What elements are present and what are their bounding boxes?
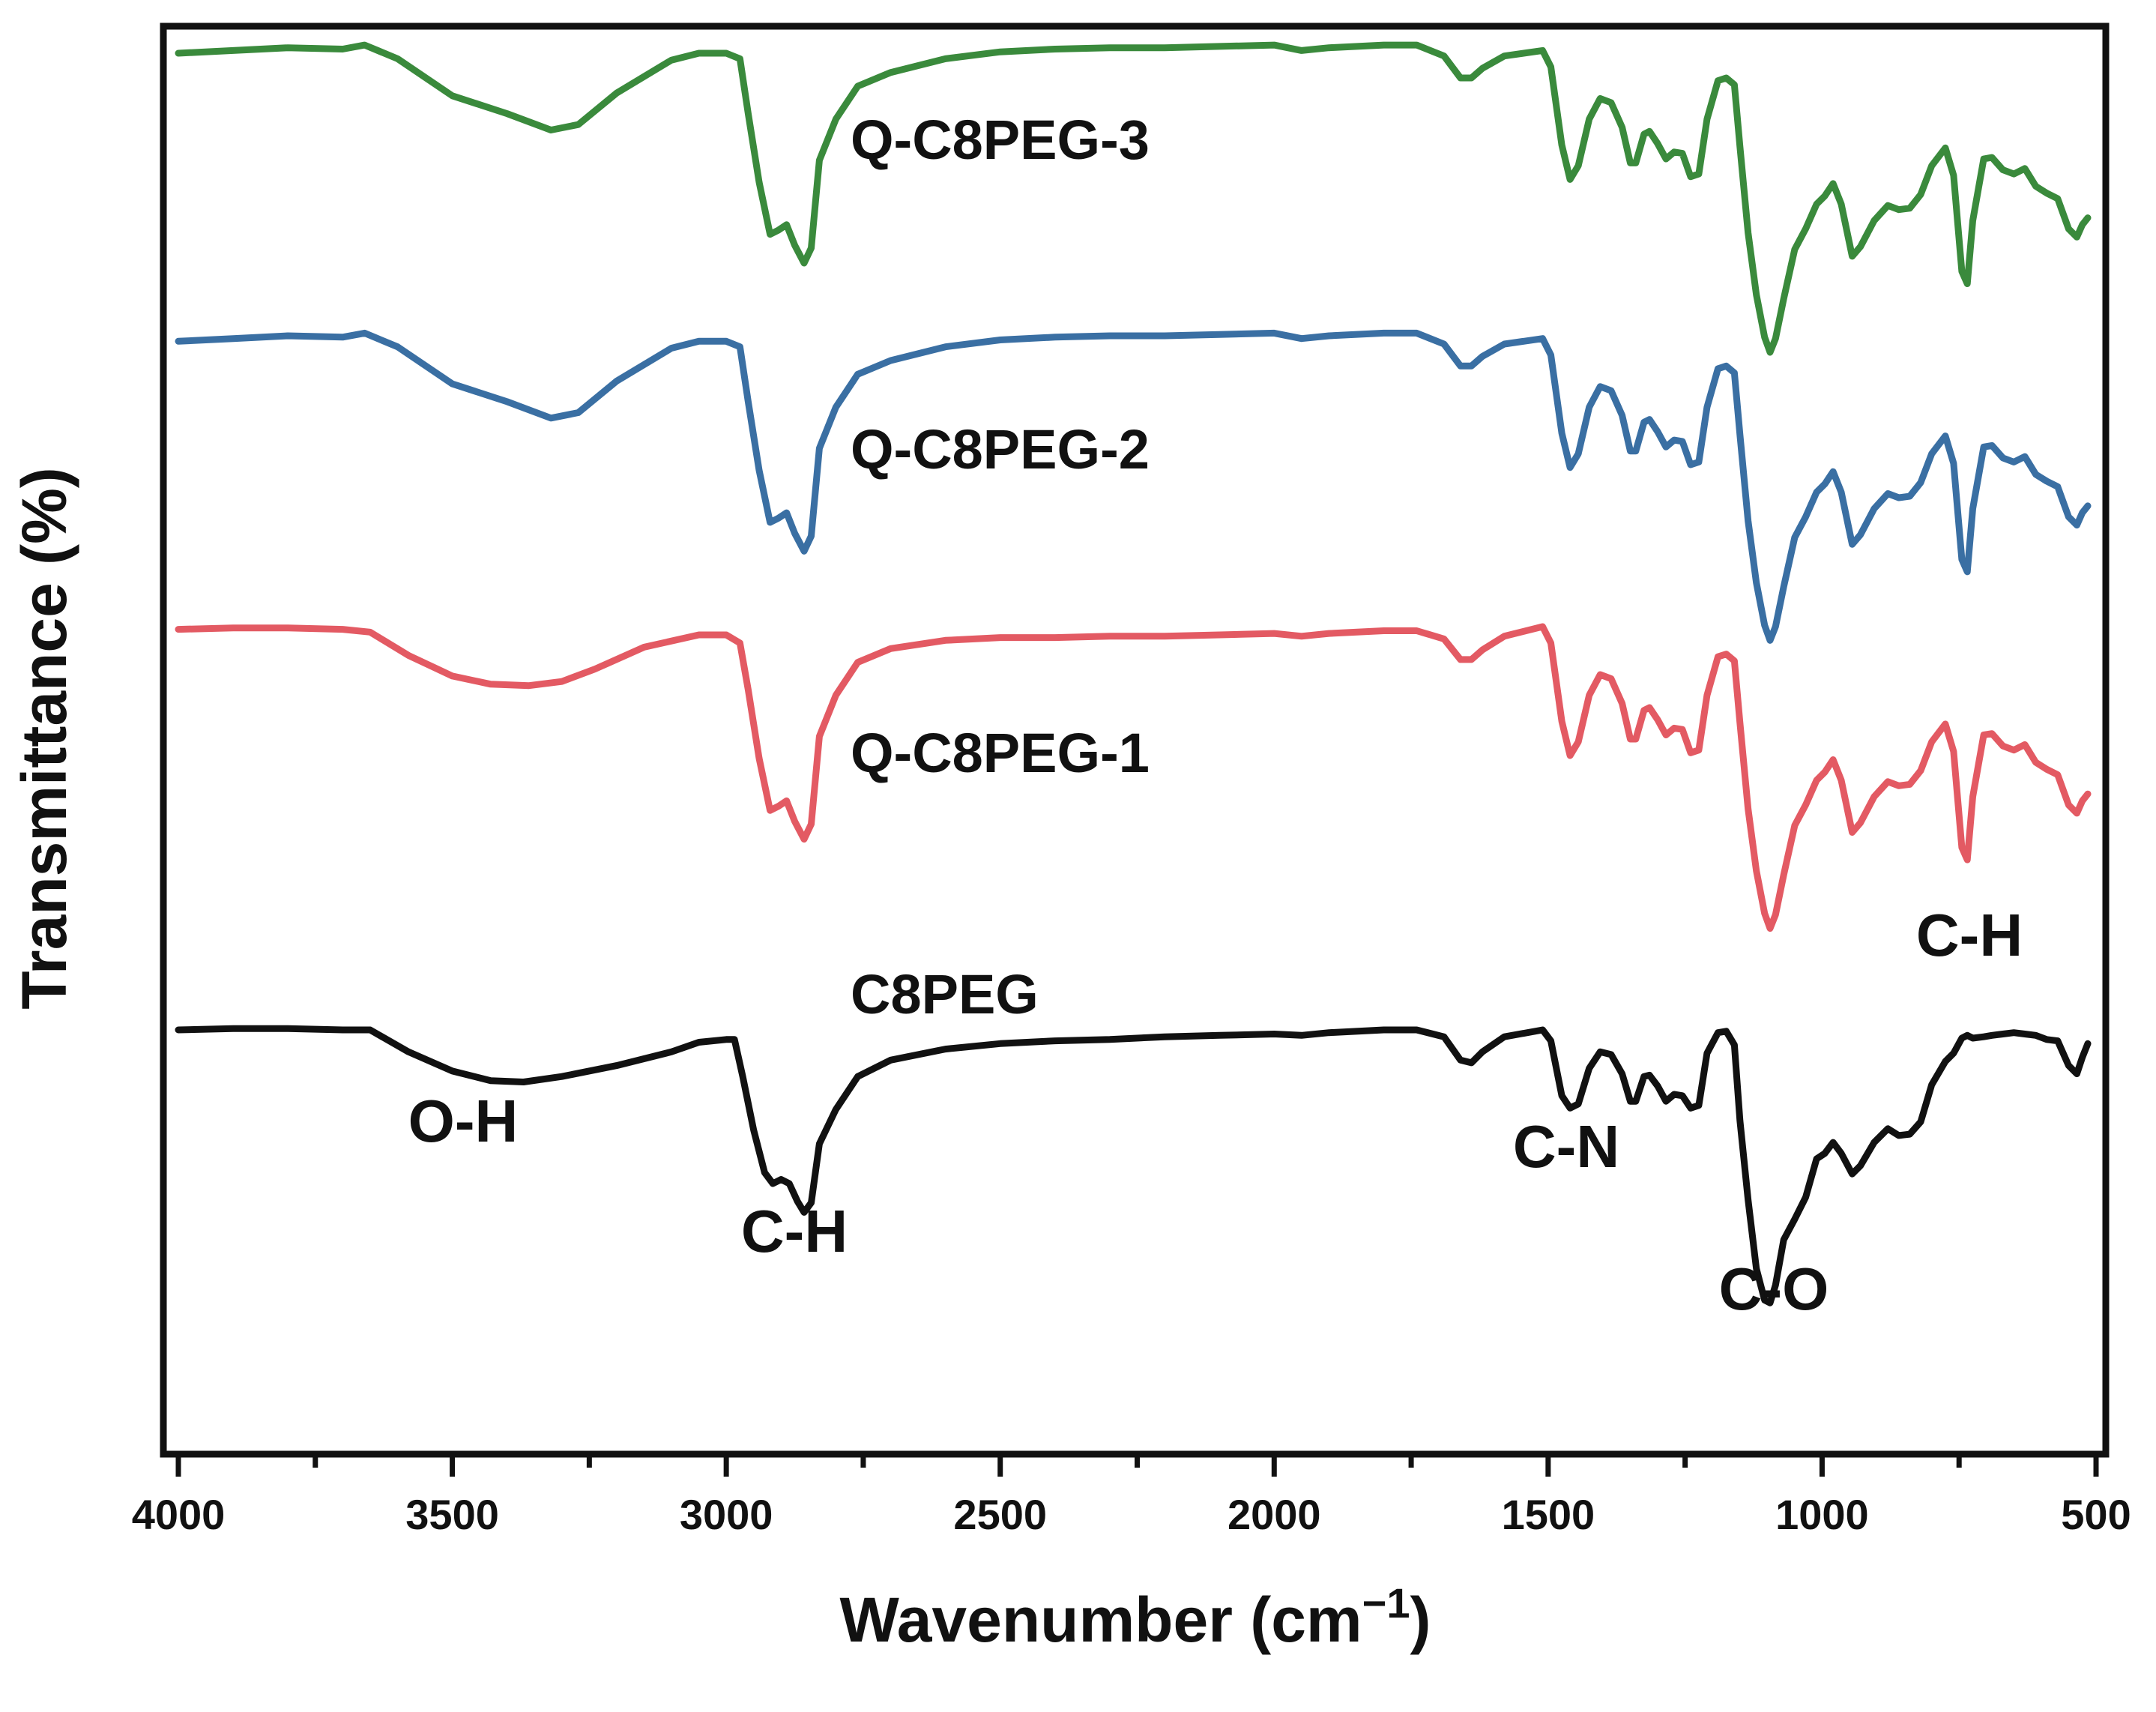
series-label-q-c8peg-1: Q-C8PEG-1 bbox=[851, 722, 1150, 784]
series-lines bbox=[175, 41, 2092, 1306]
series-label-q-c8peg-2: Q-C8PEG-2 bbox=[851, 418, 1150, 480]
annotation-ch-stretch: C-H bbox=[741, 1198, 848, 1265]
x-tick-label: 2000 bbox=[1228, 1491, 1321, 1538]
x-tick-label: 3000 bbox=[680, 1491, 773, 1538]
x-axis-title: Wavenumber (cm−1) bbox=[840, 1579, 1431, 1655]
annotation-cn: C-N bbox=[1513, 1113, 1619, 1180]
series-labels: Q-C8PEG-3 Q-C8PEG-2 Q-C8PEG-1 C8PEG bbox=[851, 109, 1150, 1025]
y-axis-title: Transmittance (%) bbox=[9, 467, 79, 1010]
x-tick-label: 4000 bbox=[132, 1491, 226, 1538]
x-tick-label: 2500 bbox=[953, 1491, 1047, 1538]
x-tick-label: 3500 bbox=[405, 1491, 499, 1538]
x-tick-label: 1500 bbox=[1502, 1491, 1595, 1538]
annotation-co: C-O bbox=[1719, 1256, 1829, 1322]
series-line-c8peg bbox=[175, 1025, 2092, 1306]
series-line-q-c8peg-2 bbox=[175, 329, 2092, 644]
x-tick-label: 500 bbox=[2061, 1491, 2131, 1538]
series-line-q-c8peg-3 bbox=[175, 41, 2092, 356]
series-label-c8peg: C8PEG bbox=[851, 963, 1039, 1025]
x-axis-tick-labels: 4000 3500 3000 2500 2000 1500 1000 500 bbox=[132, 1491, 2131, 1538]
series-label-q-c8peg-3: Q-C8PEG-3 bbox=[851, 109, 1150, 171]
annotation-ch-bend: C-H bbox=[1916, 902, 2023, 968]
x-axis-title-exponent: −1 bbox=[1362, 1579, 1410, 1627]
series-line-q-c8peg-1 bbox=[175, 623, 2092, 932]
annotation-oh: O-H bbox=[408, 1088, 519, 1154]
x-tick-label: 1000 bbox=[1775, 1491, 1869, 1538]
x-axis-ticks bbox=[175, 1454, 2099, 1477]
